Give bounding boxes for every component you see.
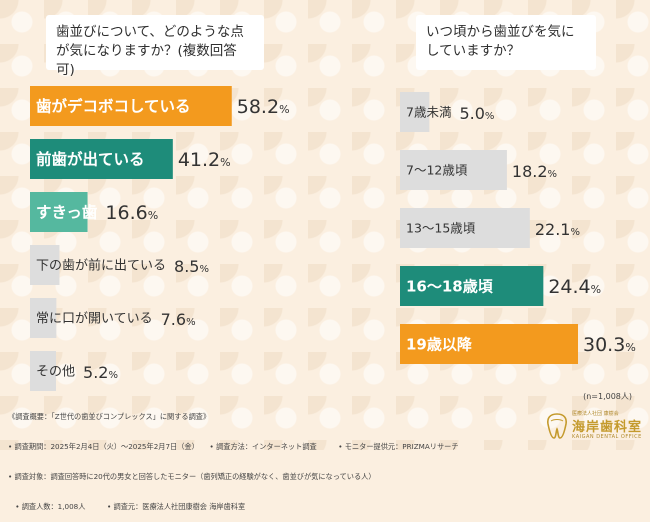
bar-right-4 <box>400 324 578 364</box>
category-label-right-1: 7〜12歳頃 <box>406 163 468 178</box>
category-label-left-2: すきっ歯 <box>36 203 98 222</box>
bar-left-4 <box>30 298 57 338</box>
survey-note-line: • 調査期間：2025年2月4日（火）〜2025年2月7日（金） • 調査方法：… <box>8 442 459 451</box>
bar-right-2 <box>400 208 530 248</box>
bar-right-1 <box>400 150 507 190</box>
question-right: いつ頃から歯並びを気にしていますか？ <box>416 15 596 70</box>
bar-left-0 <box>30 86 232 126</box>
survey-notes: 《調査概要：「Z世代の歯並びコンプレックス」に関する調査》 • 調査期間：202… <box>8 392 459 522</box>
sample-size-text: (n=1,008人) <box>583 392 632 401</box>
category-label-left-1: 前歯が出ている <box>36 150 145 169</box>
value-label-right-1: 18.2% <box>512 162 557 181</box>
bar-left-5 <box>30 351 56 391</box>
bar-left-1 <box>30 139 173 179</box>
bar-right-3 <box>400 266 544 306</box>
category-label-right-2: 13〜15歳頃 <box>406 221 476 236</box>
value-label-right-0: 5.0% <box>459 104 494 123</box>
logo-subtitle: 医療法人社団 康樹会 <box>572 411 619 417</box>
value-label-left-1: 41.2% <box>178 149 231 171</box>
value-label-left-5: 5.2% <box>83 363 118 382</box>
category-label-left-4: 常に口が開いている <box>36 312 153 327</box>
value-label-right-4: 30.3% <box>583 334 636 356</box>
value-label-left-2: 16.6% <box>105 202 158 224</box>
question-left-text: 歯並びについて、どのような点が気になりますか？(複数回答可) <box>56 24 244 78</box>
tooth-logo-icon <box>547 413 567 439</box>
value-label-left-3: 8.5% <box>174 257 209 276</box>
category-label-left-3: 下の歯が前に出ている <box>36 258 166 274</box>
sample-size-note: (n=1,008人) <box>583 391 632 402</box>
clinic-logo: 医療法人社団 康樹会 海岸歯科室 KAIGAN DENTAL OFFICE <box>542 410 642 444</box>
value-label-right-3: 24.4% <box>548 276 601 298</box>
bar-right-0 <box>400 92 430 132</box>
background-pattern <box>0 0 650 450</box>
bar-charts: 歯がデコボコしている 58.2% 前歯が出ている 41.2% すきっ歯 16.6% 下の歯が… <box>30 86 636 391</box>
bar-left-2 <box>30 192 88 232</box>
survey-note-line: 《調査概要：「Z世代の歯並びコンプレックス」に関する調査》 <box>8 412 211 421</box>
category-label-left-0: 歯がデコボコしている <box>36 97 191 116</box>
survey-note-line: • 調査人数：1,008人 • 調査元：医療法人社団康樹会 海岸歯科室 <box>8 502 246 511</box>
value-label-right-2: 22.1% <box>535 220 580 239</box>
question-left: 歯並びについて、どのような点が気になりますか？(複数回答可) <box>46 15 264 78</box>
value-label-left-4: 7.6% <box>161 310 196 329</box>
category-label-left-5: その他 <box>36 365 75 380</box>
value-label-left-0: 58.2% <box>237 96 290 118</box>
category-label-right-3: 16〜18歳頃 <box>406 277 494 295</box>
category-label-right-0: 7歳未満 <box>406 105 451 120</box>
bar-left-3 <box>30 245 60 285</box>
survey-note-line: • 調査対象：調査回答時に20代の男女と回答したモニター（歯列矯正の経験がなく、… <box>8 472 376 481</box>
logo-english: KAIGAN DENTAL OFFICE <box>572 434 642 440</box>
category-label-right-4: 19歳以降 <box>406 335 473 353</box>
question-right-text: いつ頃から歯並びを気にしていますか？ <box>426 24 575 59</box>
logo-name: 海岸歯科室 <box>572 420 643 435</box>
